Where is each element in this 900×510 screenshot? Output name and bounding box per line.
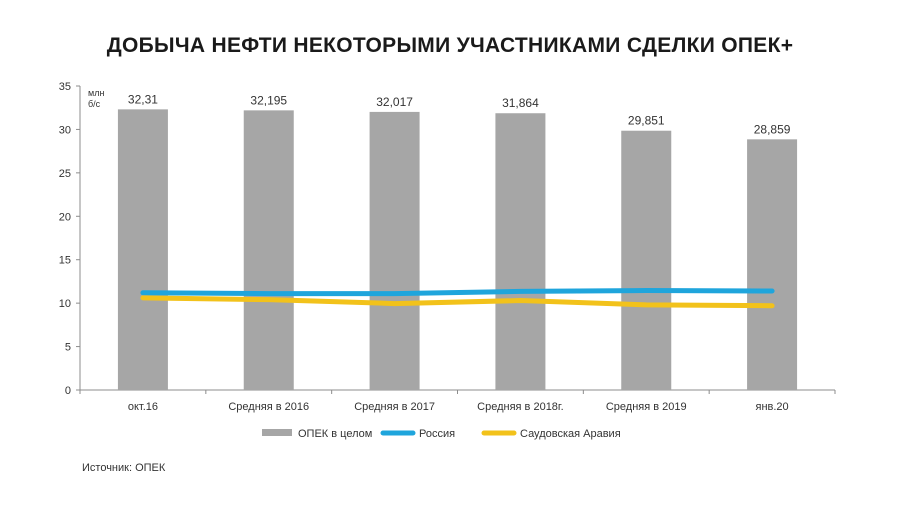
bar-value-label: 31,864 <box>502 96 539 110</box>
bar <box>369 111 420 390</box>
bar <box>243 110 294 390</box>
bar-value-label: 32,31 <box>128 92 158 106</box>
legend-label: Россия <box>419 428 455 440</box>
legend-swatch <box>262 429 292 436</box>
data-labels: 32,31 32,195 32,017 31,864 29,851 28,859 <box>128 92 791 136</box>
bar-value-label: 32,017 <box>376 95 413 109</box>
axes: 0 5 10 15 20 25 30 35 окт.16 Средняя в 2016 Средня… <box>59 81 836 413</box>
x-tick-label: Средняя в 2018г. <box>477 401 564 413</box>
series-line <box>140 295 775 309</box>
unit-label-line: млн <box>88 88 104 98</box>
chart-title: ДОБЫЧА НЕФТИ НЕКОТОРЫМИ УЧАСТНИКАМИ СДЕЛ… <box>106 34 794 57</box>
unit-label-line: б/с <box>88 99 101 109</box>
legend-label: Саудовская Аравия <box>520 428 621 440</box>
bar-value-label: 32,195 <box>250 93 287 107</box>
bar-value-label: 28,859 <box>754 122 791 136</box>
series-line <box>140 288 775 297</box>
x-tick-label: янв.20 <box>755 401 788 413</box>
y-tick-label: 30 <box>59 124 71 136</box>
unit-label: млн б/с <box>88 88 104 109</box>
y-tick-label: 5 <box>65 342 71 354</box>
legend-label: ОПЕК в целом <box>298 428 372 440</box>
bar-value-label: 29,851 <box>628 114 665 128</box>
y-tick-label: 0 <box>65 385 71 397</box>
x-tick-label: Средняя в 2016 <box>228 401 309 413</box>
bar <box>495 113 546 390</box>
bar <box>621 130 672 390</box>
source-note: Источник: ОПЕК <box>82 462 166 474</box>
x-tick-label: Средняя в 2017 <box>354 401 435 413</box>
y-tick-label: 35 <box>59 81 71 93</box>
bar <box>117 109 168 391</box>
x-tick-label: Средняя в 2019 <box>606 401 687 413</box>
y-tick-label: 25 <box>59 168 71 180</box>
y-tick-label: 20 <box>59 211 71 223</box>
x-tick-label: окт.16 <box>128 401 158 413</box>
bar <box>747 139 798 390</box>
series-lines <box>140 288 775 309</box>
y-tick-label: 15 <box>59 255 71 267</box>
y-tick-label: 10 <box>59 298 71 310</box>
bars <box>117 109 798 391</box>
legend: ОПЕК в целом Россия Саудовская Аравия <box>262 428 621 440</box>
